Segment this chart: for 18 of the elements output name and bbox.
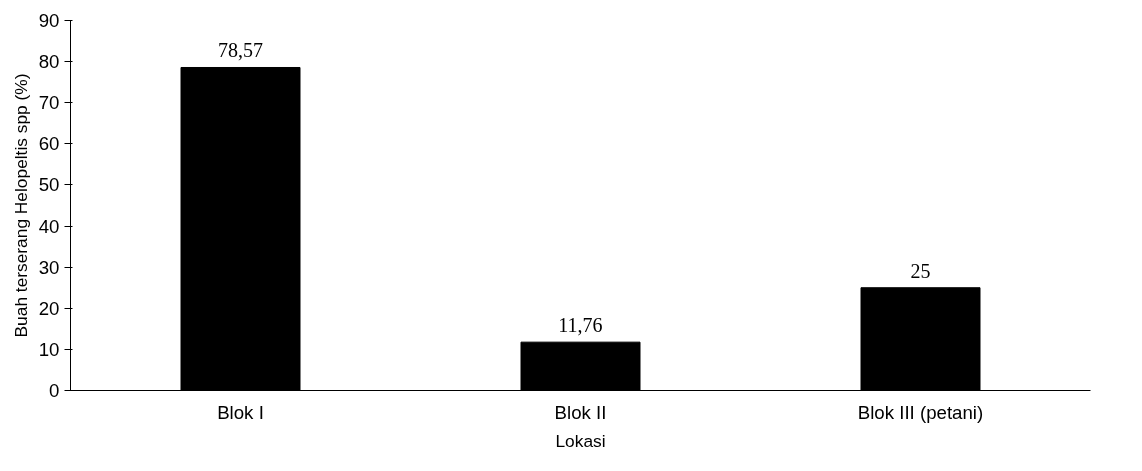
y-tick-label: 80 (38, 51, 60, 73)
y-axis-title: Buah terserang Helopeltis spp (%) (10, 73, 31, 338)
data-label: 78,57 (218, 39, 263, 62)
data-label: 11,76 (558, 314, 603, 337)
y-tick-label: 40 (38, 215, 60, 237)
x-tick-label: Blok I (217, 401, 264, 423)
y-tick-label: 90 (38, 10, 60, 31)
y-tick-label: 20 (38, 297, 60, 319)
data-label: 25 (910, 259, 931, 282)
x-tick-label: Blok II (554, 401, 607, 423)
y-tick-label: 10 (38, 338, 60, 360)
y-tick-label: 50 (38, 174, 60, 196)
x-axis-title: Lokasi (555, 430, 606, 451)
y-tick-label: 0 (49, 380, 60, 401)
x-tick-label: Blok III (petani) (857, 401, 984, 423)
y-tick-label: 30 (38, 256, 60, 278)
y-tick-label: 60 (38, 133, 60, 155)
y-tick-label: 70 (38, 92, 60, 114)
